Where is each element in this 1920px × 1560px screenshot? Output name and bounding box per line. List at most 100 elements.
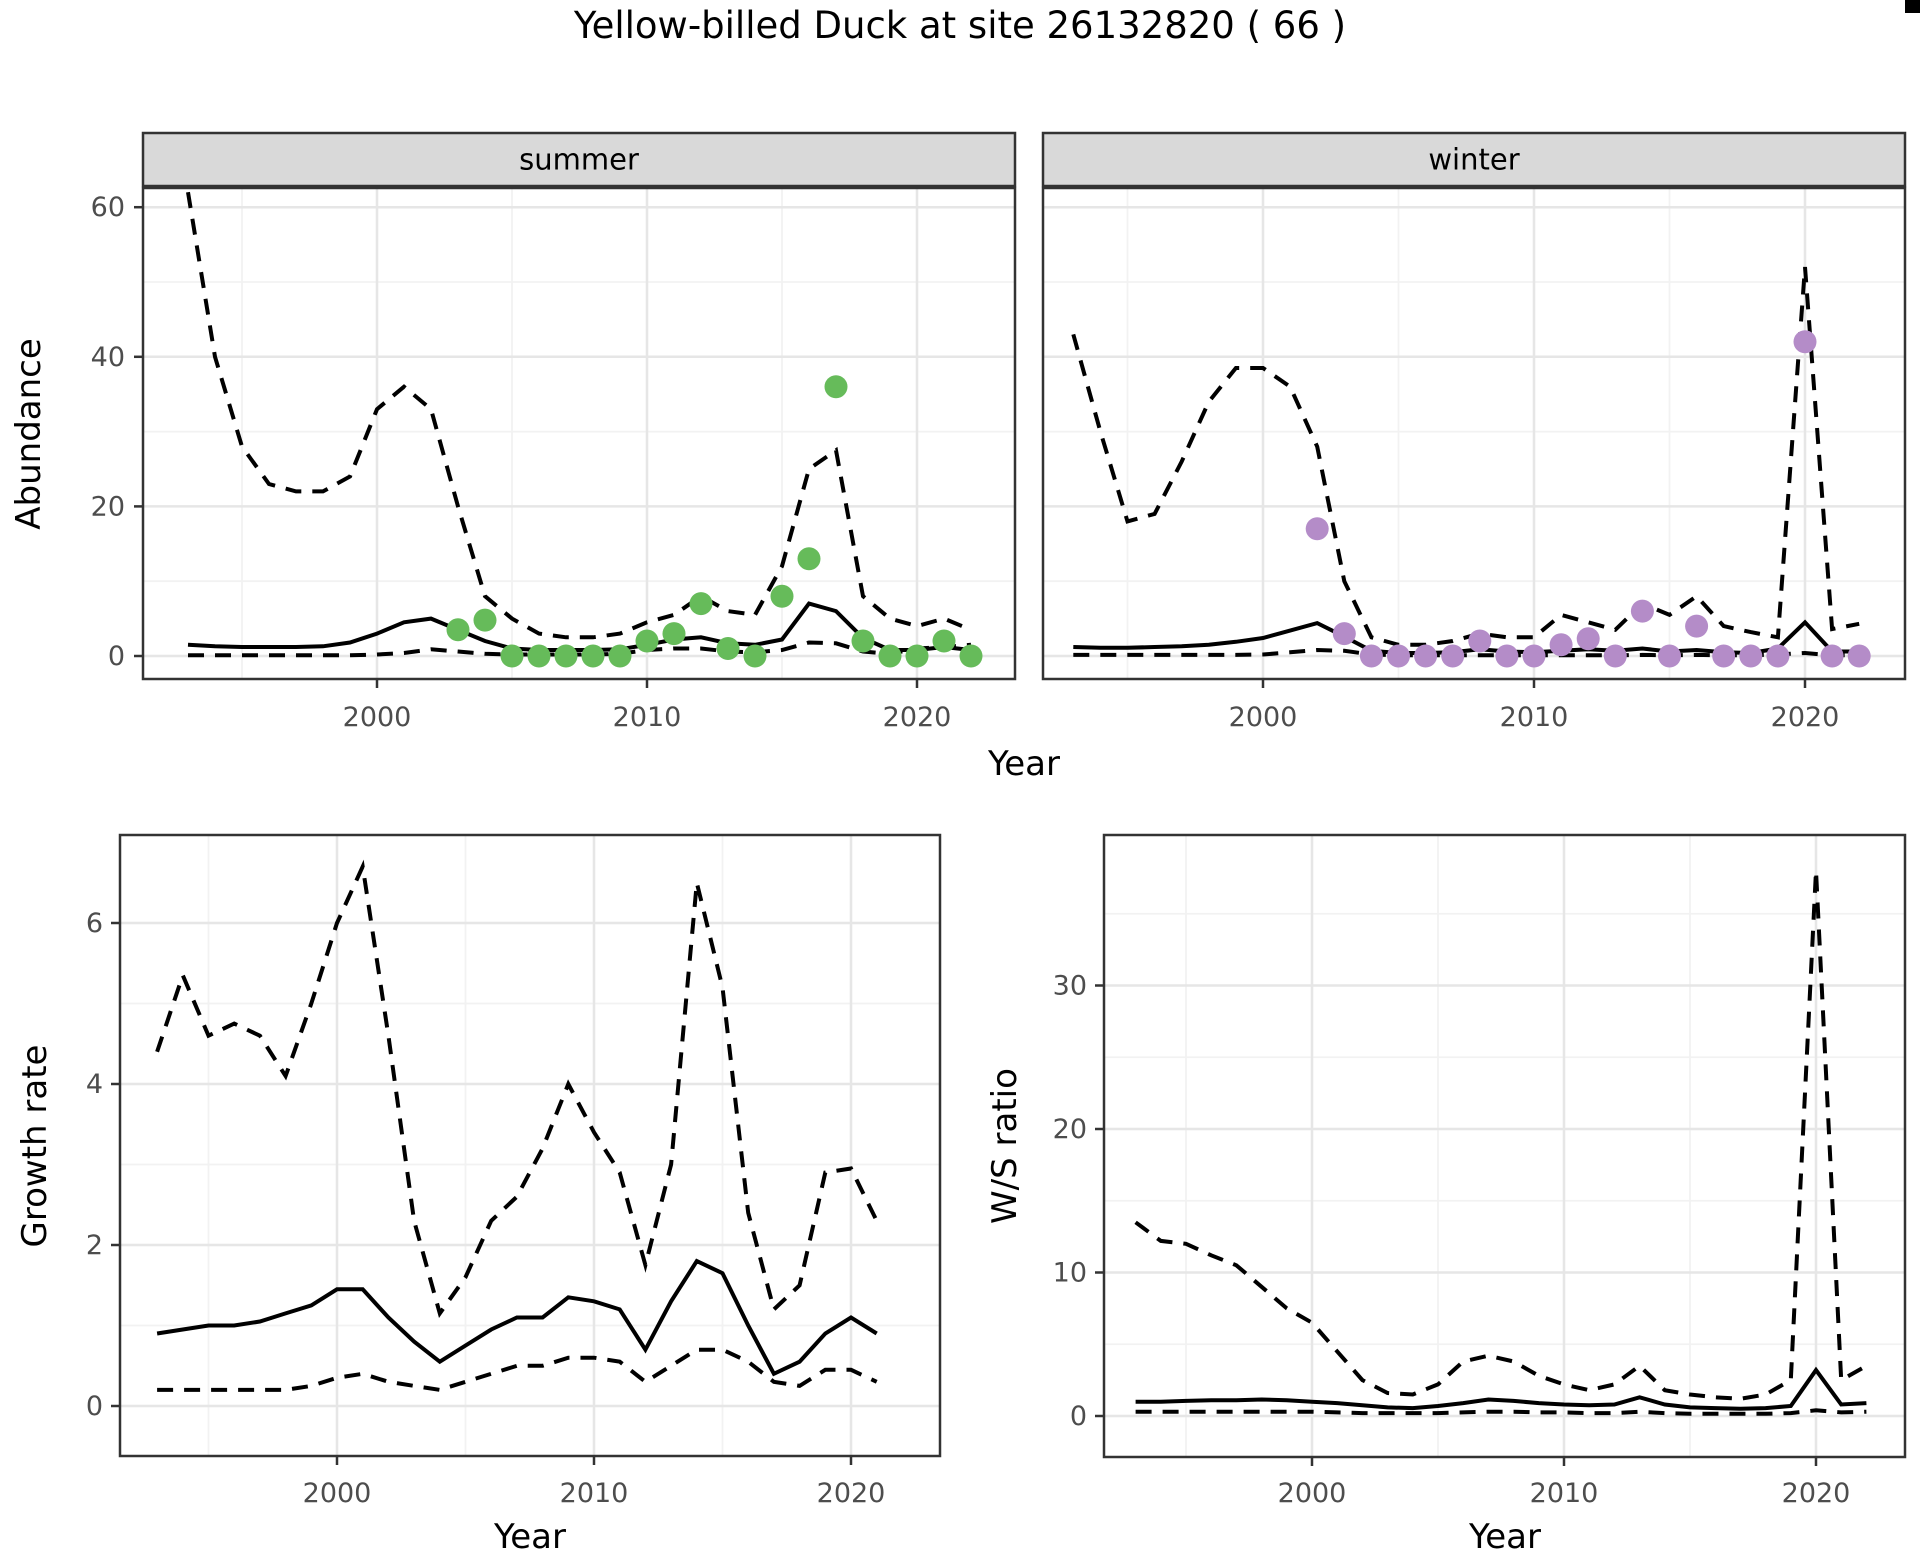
abundance-winter-data-point [1522, 644, 1546, 668]
ws-ratio-y-tick-label: 30 [1053, 971, 1087, 1002]
abundance-summer-series-lower_95ci [188, 640, 972, 658]
abundance-summer-y-tick-label: 0 [108, 641, 125, 672]
abundance-winter-data-point [1685, 614, 1709, 638]
abundance-winter-data-point [1576, 627, 1600, 651]
ws-ratio-series-median [1135, 1366, 1867, 1411]
abundance-summer-data-point [662, 622, 686, 646]
ws-ratio-series-lower_95ci [1135, 1408, 1867, 1416]
ws-ratio-x-tick-label: 2010 [1530, 1478, 1599, 1509]
abundance-winter-data-point [1712, 644, 1736, 668]
abundance-winter-data-point [1414, 644, 1438, 668]
screen-corner-artifact [1905, 0, 1920, 13]
growth-rate-series-lower_95ci [157, 1347, 878, 1392]
abundance-summer-facet-strip [141, 131, 1017, 188]
plot-title: Yellow-billed Duck at site 26132820 ( 66… [573, 4, 1347, 47]
abundance-winter-data-point [1630, 599, 1654, 623]
abundance-winter-data-point [1793, 330, 1817, 354]
abundance-summer-y-tick-label: 60 [91, 192, 125, 223]
abundance-summer-data-point [878, 644, 902, 668]
abundance-winter-data-point [1549, 633, 1573, 657]
abundance-winter-data-point [1658, 644, 1681, 668]
ws-ratio-panel-border [1102, 833, 1907, 1459]
abundance-summer-data-point [932, 629, 956, 653]
growth-rate-y-tick-label: 6 [86, 908, 103, 939]
abundance-winter-series-upper_95ci [1071, 266, 1860, 647]
x-axis-title-year-bottom-left: Year [493, 1517, 566, 1557]
abundance-winter-panel-bg [1043, 188, 1905, 679]
abundance-winter-data-point [1739, 644, 1763, 668]
abundance-summer-data-point [959, 644, 983, 668]
abundance-summer-y-tick-label: 40 [91, 342, 125, 373]
growth-rate-y-tick-label: 4 [86, 1069, 103, 1100]
abundance-summer-panel: summer 2000 2010 2020 0 20 40 60 [91, 131, 1017, 733]
x-axis-title-year-bottom-right: Year [1468, 1517, 1541, 1557]
ws-ratio-panel-bg [1104, 835, 1905, 1457]
growth-rate-x-tick-label: 2020 [817, 1478, 886, 1509]
abundance-winter-data-point [1495, 644, 1519, 668]
abundance-winter-data-point [1305, 517, 1329, 541]
abundance-winter-facet-label: winter [1428, 143, 1519, 177]
abundance-winter-data-point [1441, 644, 1465, 668]
abundance-summer-series-median [187, 601, 972, 652]
abundance-summer-data-point [905, 644, 929, 668]
abundance-winter-panel: winter 2000 2010 2020 [1041, 131, 1907, 733]
abundance-winter-data-point [1766, 644, 1790, 668]
ws-ratio-y-tick-label: 20 [1053, 1114, 1087, 1145]
ws-ratio-series-upper_95ci [1134, 870, 1868, 1401]
abundance-winter-x-tick-label: 2020 [1771, 702, 1840, 733]
abundance-winter-facet-strip [1041, 131, 1907, 188]
abundance-summer-data-point [527, 644, 551, 668]
abundance-summer-data-point [743, 644, 767, 668]
ws-ratio-y-tick-label: 0 [1070, 1401, 1087, 1432]
abundance-summer-x-tick-label: 2000 [343, 702, 412, 733]
abundance-summer-data-point [635, 629, 659, 653]
ws-ratio-x-tick-label: 2020 [1782, 1478, 1851, 1509]
abundance-summer-data-point [473, 608, 497, 632]
abundance-summer-data-point [824, 375, 848, 399]
abundance-summer-data-point [716, 637, 740, 660]
abundance-summer-data-point [581, 644, 605, 668]
growth-rate-x-tick-label: 2000 [303, 1478, 372, 1509]
growth-rate-series-median [156, 1258, 878, 1377]
abundance-winter-x-tick-label: 2010 [1500, 702, 1569, 733]
abundance-winter-data-point [1468, 629, 1492, 653]
abundance-summer-data-point [446, 618, 470, 642]
abundance-summer-data-point [689, 592, 713, 616]
abundance-summer-data-point [851, 629, 875, 653]
abundance-summer-x-tick-label: 2020 [883, 702, 952, 733]
abundance-summer-y-tick-label: 20 [91, 491, 125, 522]
growth-rate-y-tick-label: 2 [86, 1230, 103, 1261]
y-axis-title-ws-ratio: W/S ratio [985, 1068, 1025, 1224]
abundance-winter-data-point [1387, 644, 1410, 668]
x-axis-title-year-top: Year [987, 744, 1060, 784]
abundance-summer-series-upper_95ci [186, 191, 972, 640]
growth-rate-series-upper_95ci [155, 859, 879, 1318]
growth-rate-panel: 2000 2010 2020 0 2 4 6 [86, 833, 942, 1509]
ws-ratio-y-tick-label: 10 [1053, 1258, 1087, 1289]
abundance-summer-panel-bg [143, 188, 1015, 679]
abundance-summer-data-point [554, 644, 578, 668]
abundance-winter-data-point [1820, 644, 1844, 668]
abundance-winter-x-tick-label: 2000 [1229, 702, 1298, 733]
growth-rate-x-tick-label: 2010 [560, 1478, 629, 1509]
abundance-winter-panel-border [1041, 186, 1907, 681]
abundance-winter-data-point [1603, 644, 1627, 668]
abundance-summer-facet-label: summer [519, 143, 639, 177]
growth-rate-y-tick-label: 0 [86, 1391, 103, 1422]
abundance-winter-data-point [1359, 644, 1383, 668]
abundance-summer-x-tick-label: 2010 [613, 702, 682, 733]
growth-rate-panel-bg [120, 835, 940, 1456]
y-axis-title-abundance: Abundance [9, 338, 49, 530]
abundance-summer-data-point [770, 584, 794, 608]
abundance-winter-data-point [1847, 644, 1871, 668]
abundance-winter-data-point [1332, 622, 1356, 646]
abundance-summer-data-point [608, 644, 632, 668]
abundance-summer-data-point [797, 547, 821, 571]
ws-ratio-panel: 2000 2010 2020 0 10 20 30 [1053, 833, 1907, 1509]
abundance-summer-panel-border [141, 186, 1017, 681]
y-axis-title-growth-rate: Growth rate [15, 1045, 55, 1248]
abundance-summer-data-point [500, 644, 524, 668]
growth-rate-panel-border [118, 833, 942, 1458]
ws-ratio-x-tick-label: 2000 [1278, 1478, 1347, 1509]
